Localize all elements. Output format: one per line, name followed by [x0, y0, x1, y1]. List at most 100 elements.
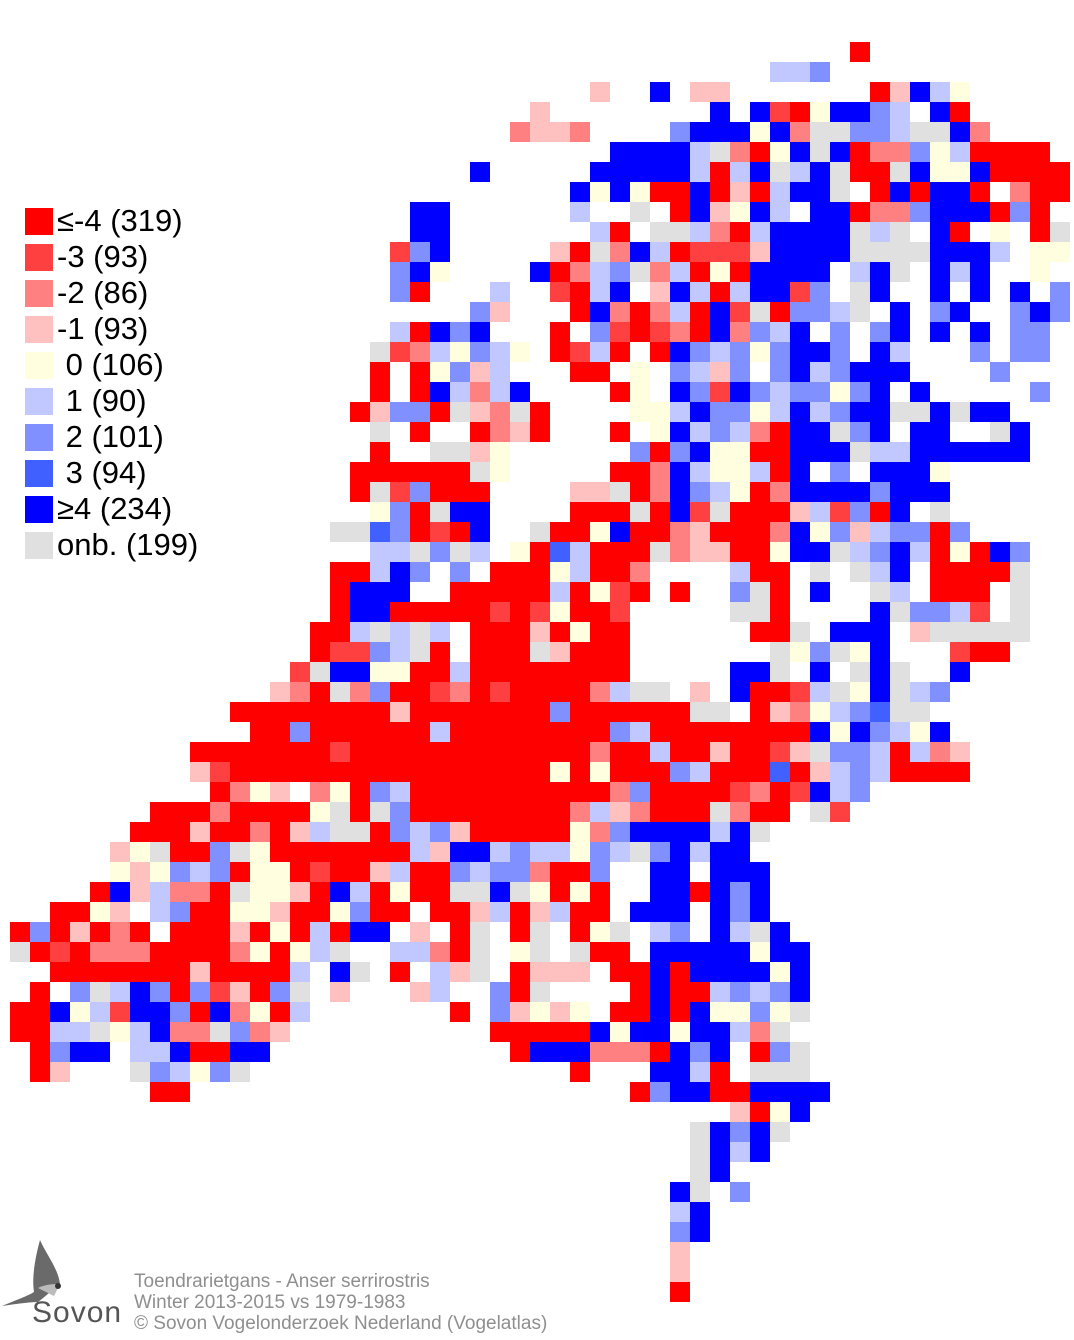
grid-cell [1050, 182, 1070, 202]
grid-cell [730, 222, 750, 242]
grid-cell [430, 782, 450, 802]
grid-cell [730, 902, 750, 922]
grid-cell [250, 1022, 270, 1042]
grid-cell [770, 942, 790, 962]
grid-cell [130, 962, 150, 982]
grid-cell [730, 1082, 750, 1102]
grid-cell [570, 882, 590, 902]
grid-cell [410, 662, 430, 682]
grid-cell [830, 402, 850, 422]
grid-cell [570, 1042, 590, 1062]
grid-cell [130, 942, 150, 962]
grid-cell [970, 342, 990, 362]
grid-cell [870, 582, 890, 602]
grid-cell [710, 982, 730, 1002]
grid-cell [390, 882, 410, 902]
grid-cell [310, 822, 330, 842]
grid-cell [850, 262, 870, 282]
grid-cell [730, 262, 750, 282]
grid-cell [90, 982, 110, 1002]
grid-cell [570, 682, 590, 702]
grid-cell [90, 942, 110, 962]
grid-cell [230, 802, 250, 822]
grid-cell [750, 402, 770, 422]
grid-cell [530, 902, 550, 922]
legend-label: onb. (199) [57, 527, 199, 562]
grid-cell [990, 222, 1010, 242]
grid-cell [550, 262, 570, 282]
grid-cell [430, 842, 450, 862]
grid-cell [710, 262, 730, 282]
grid-cell [1030, 302, 1050, 322]
legend-item: ≤-4 (319) [25, 203, 198, 239]
grid-cell [610, 922, 630, 942]
grid-cell [410, 422, 430, 442]
grid-cell [390, 502, 410, 522]
grid-cell [930, 242, 950, 262]
grid-cell [1030, 162, 1050, 182]
grid-cell [490, 602, 510, 622]
grid-cell [490, 822, 510, 842]
grid-cell [830, 182, 850, 202]
grid-cell [230, 822, 250, 842]
grid-cell [810, 762, 830, 782]
grid-cell [630, 702, 650, 722]
grid-cell [750, 882, 770, 902]
grid-cell [790, 382, 810, 402]
grid-cell [970, 242, 990, 262]
grid-cell [490, 682, 510, 702]
grid-cell [590, 842, 610, 862]
grid-cell [390, 622, 410, 642]
grid-cell [730, 282, 750, 302]
grid-cell [690, 302, 710, 322]
grid-cell [490, 702, 510, 722]
grid-cell [590, 662, 610, 682]
grid-cell [690, 542, 710, 562]
grid-cell [1050, 162, 1070, 182]
grid-cell [650, 462, 670, 482]
grid-cell [910, 82, 930, 102]
grid-cell [190, 1042, 210, 1062]
grid-cell [650, 322, 670, 342]
grid-cell [670, 302, 690, 322]
legend-item: -1 (93) [25, 311, 198, 347]
grid-cell [910, 162, 930, 182]
grid-cell [630, 382, 650, 402]
grid-cell [290, 902, 310, 922]
grid-cell [270, 702, 290, 722]
grid-cell [870, 182, 890, 202]
grid-cell [690, 1062, 710, 1082]
grid-cell [830, 722, 850, 742]
grid-cell [630, 362, 650, 382]
grid-cell [670, 962, 690, 982]
grid-cell [450, 402, 470, 422]
grid-cell [1030, 222, 1050, 242]
grid-cell [930, 282, 950, 302]
grid-cell [150, 1062, 170, 1082]
grid-cell [830, 442, 850, 462]
grid-cell [670, 242, 690, 262]
grid-cell [790, 402, 810, 422]
grid-cell [410, 342, 430, 362]
grid-cell [690, 362, 710, 382]
grid-cell [1010, 302, 1030, 322]
grid-cell [470, 382, 490, 402]
grid-cell [850, 422, 870, 442]
grid-cell [270, 742, 290, 762]
grid-cell [690, 162, 710, 182]
grid-cell [430, 522, 450, 542]
grid-cell [510, 682, 530, 702]
grid-cell [690, 742, 710, 762]
grid-cell [730, 502, 750, 522]
grid-cell [690, 802, 710, 822]
grid-cell [730, 242, 750, 262]
grid-cell [370, 742, 390, 762]
grid-cell [810, 222, 830, 242]
grid-cell [610, 242, 630, 262]
grid-cell [690, 282, 710, 302]
grid-cell [830, 462, 850, 482]
grid-cell [190, 1022, 210, 1042]
grid-cell [770, 922, 790, 942]
grid-cell [670, 502, 690, 522]
grid-cell [810, 162, 830, 182]
